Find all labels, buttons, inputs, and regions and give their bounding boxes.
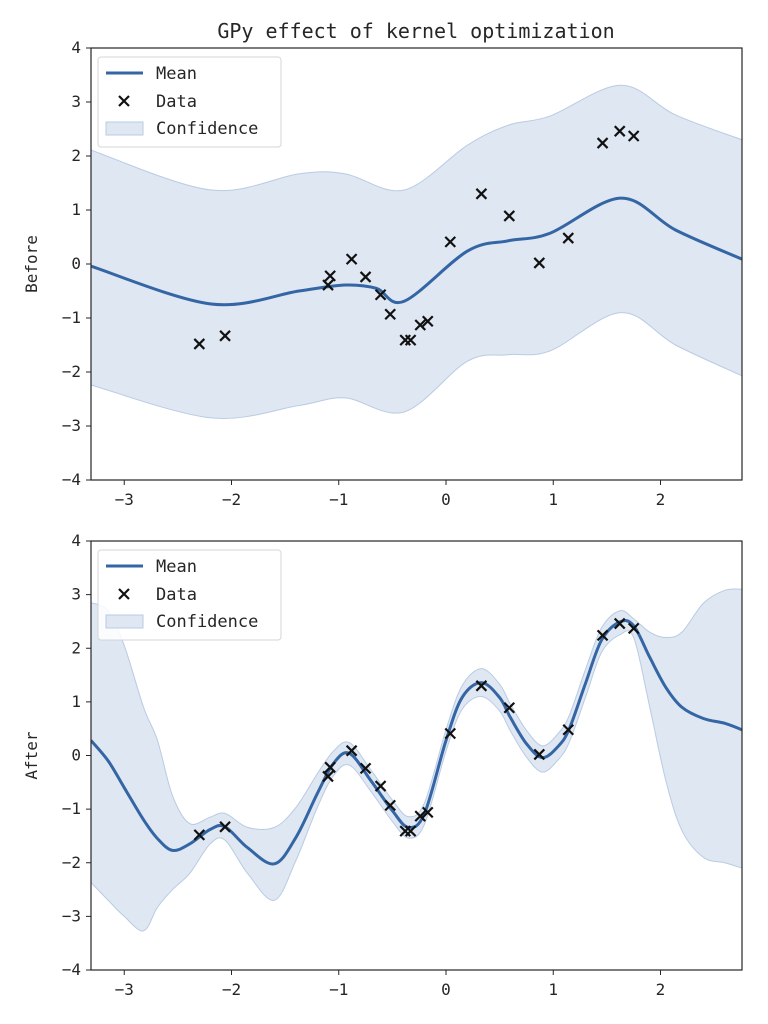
y-tick-label: −4 <box>62 470 81 489</box>
data-point <box>404 334 417 346</box>
x-tick-label: −3 <box>115 980 134 999</box>
legend-label: Confidence <box>156 612 258 632</box>
y-tick-label: −4 <box>62 960 81 979</box>
y-tick-label: 0 <box>71 746 81 765</box>
data-point <box>503 210 516 222</box>
data-point <box>596 629 609 642</box>
data-point <box>596 137 609 149</box>
legend-label: Data <box>156 585 197 605</box>
mean-line <box>91 196 742 307</box>
x-tick-label: 0 <box>441 980 451 999</box>
legend: Mean Data Confidence <box>97 56 282 148</box>
data-point <box>444 236 457 248</box>
data-point <box>219 821 231 833</box>
data-point <box>322 279 334 291</box>
y-tick-label: 1 <box>71 200 81 219</box>
data-point <box>421 315 434 328</box>
data-point <box>475 188 488 200</box>
legend-label: Confidence <box>156 119 258 139</box>
data-point <box>359 762 372 775</box>
data-point <box>444 727 457 740</box>
x-tick-label: 2 <box>656 980 666 999</box>
data-point <box>374 780 387 792</box>
x-tick-label: 0 <box>441 490 451 509</box>
y-axis-label: Before <box>22 235 41 293</box>
data-point <box>193 829 206 841</box>
data-point <box>374 289 387 301</box>
y-tick-label: 4 <box>71 531 81 550</box>
legend-label: Mean <box>156 64 197 84</box>
legend-label: Mean <box>156 557 197 577</box>
data-point <box>359 271 372 283</box>
data-point <box>533 257 546 269</box>
data-point <box>345 744 358 757</box>
x-tick-label: −1 <box>329 980 348 999</box>
data-point <box>533 748 546 761</box>
data-point <box>421 806 434 819</box>
data-point <box>627 130 640 142</box>
axes-before: −3 −2 −1 0 1 2 −4 −3 −2 −1 0 1 2 3 4 Before Mean Data Conf… <box>22 38 743 509</box>
y-tick-label: 2 <box>71 146 81 165</box>
x-tick-label: 2 <box>656 490 666 509</box>
data-point <box>384 308 397 320</box>
y-tick-label: 0 <box>71 254 81 273</box>
y-tick-label: −3 <box>62 416 81 435</box>
y-tick-label: −2 <box>62 853 81 872</box>
plot-area <box>91 84 742 419</box>
x-tick-label: 1 <box>548 490 558 509</box>
axes-after: −3 −2 −1 0 1 2 −4 −3 −2 −1 0 1 2 3 4 After Mean Data Confi… <box>22 531 743 999</box>
data-point <box>414 810 427 822</box>
y-tick-label: −1 <box>62 308 81 327</box>
data-point <box>562 232 575 244</box>
data-point <box>503 701 516 714</box>
x-tick-label: −2 <box>222 980 241 999</box>
legend-confidence-swatch <box>105 614 144 629</box>
y-tick-label: 3 <box>71 92 81 111</box>
data-point <box>193 338 206 350</box>
legend-box <box>97 549 282 641</box>
legend-data-swatch <box>118 588 130 600</box>
data-point <box>324 270 336 282</box>
data-point <box>404 825 417 837</box>
mean-line <box>91 619 742 866</box>
data-point <box>613 125 626 137</box>
chart-title: GPy effect of kernel optimization <box>217 19 614 43</box>
y-tick-label: 4 <box>71 38 81 57</box>
y-tick-label: −1 <box>62 799 81 818</box>
legend-confidence-swatch <box>105 121 144 136</box>
data-point <box>219 330 231 342</box>
legend-label: Data <box>156 92 197 112</box>
y-tick-label: 3 <box>71 585 81 604</box>
data-point <box>384 799 397 812</box>
data-point <box>414 319 427 331</box>
legend-box <box>97 56 282 148</box>
legend-data-swatch <box>118 95 130 107</box>
data-point <box>475 680 488 692</box>
x-tick-label: −3 <box>115 490 134 509</box>
data-point <box>345 253 358 265</box>
data-point <box>613 617 626 630</box>
legend: Mean Data Confidence <box>97 549 282 641</box>
data-point <box>562 723 575 736</box>
y-tick-label: −2 <box>62 362 81 381</box>
data-point <box>324 761 336 774</box>
x-tick-label: −2 <box>222 490 241 509</box>
y-axis-label: After <box>22 731 41 780</box>
y-tick-label: 2 <box>71 638 81 657</box>
y-tick-label: −3 <box>62 906 81 925</box>
x-tick-label: 1 <box>548 980 558 999</box>
data-point <box>322 770 334 783</box>
x-tick-label: −1 <box>329 490 348 509</box>
data-point <box>627 622 640 635</box>
y-tick-label: 1 <box>71 692 81 711</box>
